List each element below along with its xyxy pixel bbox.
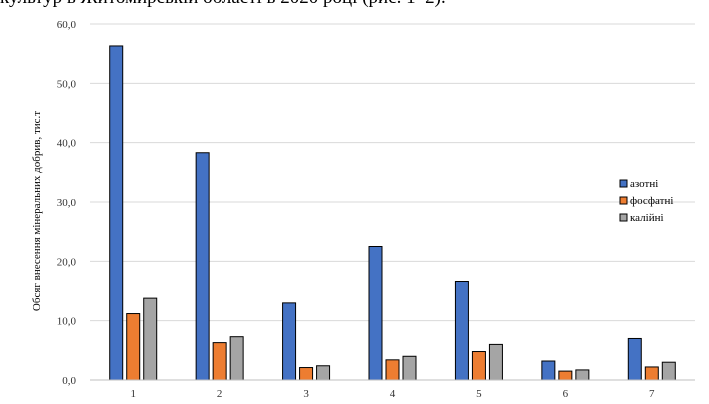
legend-swatch xyxy=(619,213,628,222)
legend-label: калійні xyxy=(630,212,664,224)
bar-калійні-3 xyxy=(316,365,331,381)
caption-text: культур в Житомирській області в 2020 ро… xyxy=(0,0,709,9)
x-tick-label: 6 xyxy=(563,388,569,400)
x-tick-label: 2 xyxy=(217,388,223,400)
y-tick-label: 10,0 xyxy=(57,316,77,328)
bar-фосфатні-4 xyxy=(385,359,400,381)
bar-калійні-5 xyxy=(488,343,503,381)
y-tick-label: 20,0 xyxy=(57,256,77,268)
bar-калійні-2 xyxy=(229,336,244,381)
bar-фосфатні-2 xyxy=(212,342,227,381)
legend-label: фосфатні xyxy=(630,195,673,207)
bar-калійні-4 xyxy=(402,355,417,381)
y-tick-label: 30,0 xyxy=(57,197,77,209)
bar-азотні-6 xyxy=(541,360,556,381)
bar-фосфатні-7 xyxy=(644,366,659,381)
bar-фосфатні-1 xyxy=(126,313,141,381)
bar-фосфатні-5 xyxy=(471,351,486,381)
x-tick-label: 1 xyxy=(130,388,136,400)
legend: азотні фосфатні калійні xyxy=(619,178,673,224)
legend-swatch xyxy=(619,196,628,205)
y-axis-label: Обсяг внесення мінеральних добрив, тис.т xyxy=(31,111,43,311)
y-tick-label: 40,0 xyxy=(57,138,77,150)
bar-азотні-1 xyxy=(109,45,124,381)
x-tick-label: 7 xyxy=(649,388,655,400)
bar-калійні-7 xyxy=(661,361,676,381)
legend-swatch xyxy=(619,179,628,188)
x-tick-label: 5 xyxy=(476,388,482,400)
bar-калійні-6 xyxy=(575,369,590,381)
grid-lines xyxy=(90,23,695,322)
bar-азотні-2 xyxy=(195,152,210,381)
y-tick-label: 60,0 xyxy=(57,19,77,31)
bars xyxy=(109,45,676,381)
x-tick-label: 4 xyxy=(390,388,396,400)
y-axis-ticks: 0,0 10,0 20,0 30,0 40,0 50,0 60,0 xyxy=(57,19,77,387)
bar-азотні-4 xyxy=(368,246,383,381)
y-tick-label: 0,0 xyxy=(62,375,76,387)
bar-азотні-7 xyxy=(627,337,642,381)
legend-label: азотні xyxy=(630,178,658,190)
bar-фосфатні-3 xyxy=(299,367,314,381)
x-tick-label: 3 xyxy=(303,388,309,400)
y-tick-label: 50,0 xyxy=(57,78,77,90)
bar-азотні-5 xyxy=(454,281,469,381)
bar-калійні-1 xyxy=(143,297,158,381)
bar-фосфатні-6 xyxy=(558,370,573,381)
bar-азотні-3 xyxy=(282,302,297,381)
x-axis-ticks: 1 2 3 4 5 6 7 xyxy=(130,388,655,400)
